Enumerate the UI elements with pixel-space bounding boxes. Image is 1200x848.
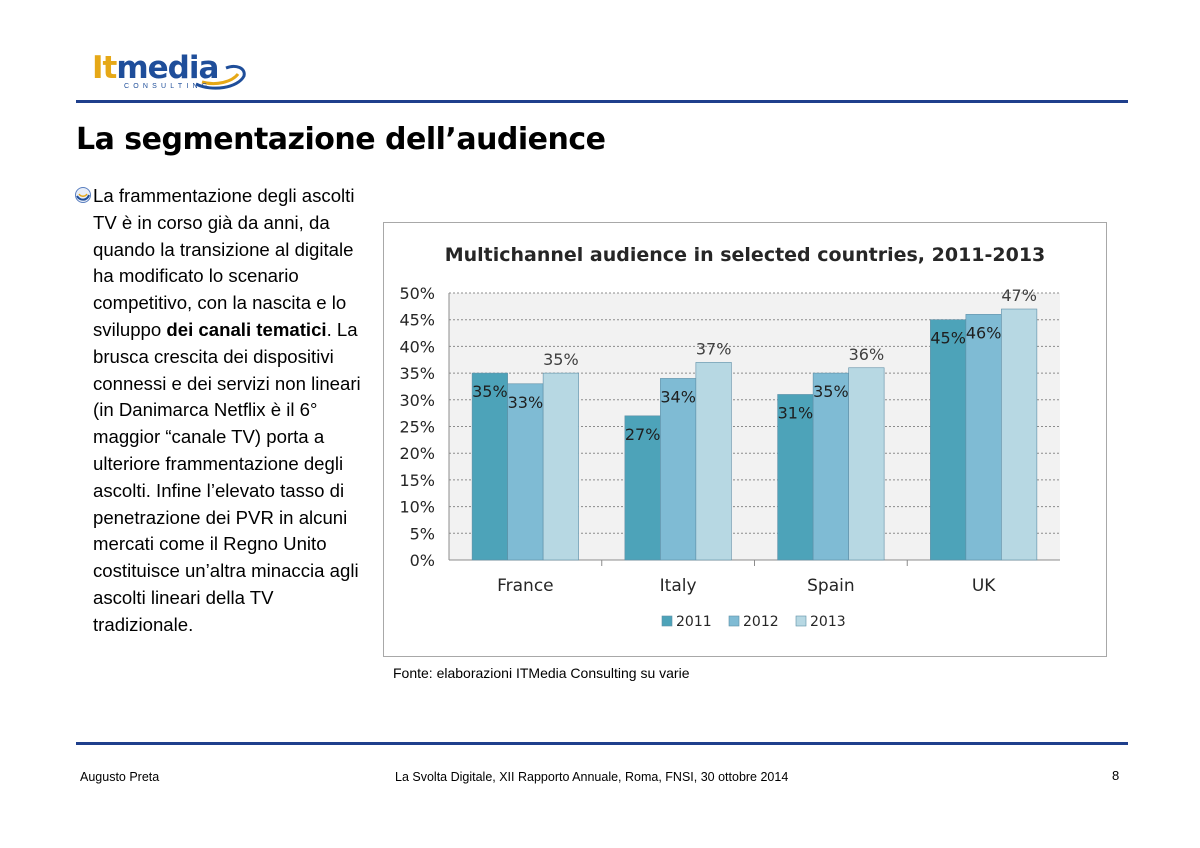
y-tick-label: 15% [399, 471, 435, 490]
data-label: 35% [543, 350, 579, 369]
multichannel-bar-chart: Multichannel audience in selected countr… [399, 244, 1060, 630]
data-label: 31% [778, 403, 814, 422]
y-tick-label: 20% [399, 444, 435, 463]
footer-author: Augusto Preta [80, 770, 160, 784]
data-label: 37% [696, 339, 732, 358]
bullet-icon [75, 187, 91, 203]
data-label: 45% [930, 329, 966, 348]
footer-rule [76, 742, 1128, 745]
legend-swatch [661, 615, 673, 627]
page-number: 8 [1112, 768, 1120, 783]
bar-2011-spain [777, 394, 814, 561]
logo-text-media: media [116, 50, 219, 86]
x-tick-label: France [497, 576, 554, 596]
bar-2013-france [542, 372, 579, 561]
body-text-part2: . La brusca crescita dei dispositivi con… [93, 318, 361, 635]
logo-swoosh-icon [195, 64, 246, 90]
slide-title: La segmentazione dell’audience [76, 122, 606, 157]
y-tick-label: 10% [399, 498, 435, 517]
y-tick-label: 40% [399, 337, 435, 356]
legend-label: 2012 [743, 614, 779, 630]
data-label: 35% [472, 382, 508, 401]
body-paragraph: La frammentazione degli ascolti TV è in … [93, 183, 369, 639]
data-label: 47% [1001, 286, 1037, 305]
body-text-part1: La frammentazione degli ascolti TV è in … [93, 185, 355, 340]
source-note: Fonte: elaborazioni ITMedia Consulting s… [393, 665, 690, 681]
x-tick-label: Spain [807, 576, 855, 596]
y-tick-label: 35% [399, 364, 435, 383]
bar-2013-italy [695, 362, 732, 561]
y-tick-label: 5% [410, 524, 435, 543]
x-tick-label: UK [972, 576, 996, 596]
data-label: 27% [625, 425, 661, 444]
bar-2012-france [507, 383, 544, 561]
bar-2011-uk [930, 319, 967, 561]
data-label: 36% [849, 345, 885, 364]
data-label: 33% [508, 393, 544, 412]
legend-swatch [795, 615, 807, 627]
body-text-bold: dei canali tematici [166, 318, 327, 340]
bar-2013-uk [1001, 308, 1038, 561]
y-tick-label: 45% [399, 311, 435, 330]
y-tick-label: 25% [399, 418, 435, 437]
data-label: 35% [813, 382, 849, 401]
bar-2011-france [471, 372, 508, 561]
data-label: 34% [660, 387, 696, 406]
itmedia-logo: Itmedia CONSULTING [92, 50, 252, 100]
chart-title: Multichannel audience in selected countr… [445, 244, 1046, 266]
data-label: 46% [966, 323, 1002, 342]
legend-swatch [728, 615, 740, 627]
logo-subtitle: CONSULTING [124, 83, 212, 90]
chart-container: Multichannel audience in selected countr… [383, 222, 1107, 657]
bar-2012-uk [965, 314, 1002, 561]
bar-2012-spain [812, 372, 849, 561]
header-rule [76, 100, 1128, 103]
y-tick-label: 30% [399, 391, 435, 410]
bar-2013-spain [848, 367, 885, 561]
x-tick-label: Italy [660, 576, 697, 596]
bar-2011-italy [624, 415, 661, 561]
legend-label: 2011 [676, 614, 712, 630]
footer-event: La Svolta Digitale, XII Rapporto Annuale… [395, 770, 789, 784]
logo-wordmark: Itmedia [92, 50, 219, 86]
y-tick-label: 50% [399, 284, 435, 303]
y-tick-label: 0% [410, 551, 435, 570]
logo-text-it: It [92, 50, 117, 86]
bar-2012-italy [660, 378, 697, 561]
legend-label: 2013 [810, 614, 846, 630]
